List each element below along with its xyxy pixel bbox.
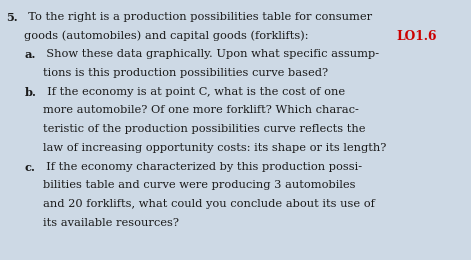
Text: a.: a. [24,49,36,60]
Text: and 20 forklifts, what could you conclude about its use of: and 20 forklifts, what could you conclud… [43,199,375,209]
Text: b.: b. [24,87,36,98]
Text: its available resources?: its available resources? [43,218,179,228]
Text: goods (automobiles) and capital goods (forklifts):: goods (automobiles) and capital goods (f… [24,30,313,41]
Text: Show these data graphically. Upon what specific assump-: Show these data graphically. Upon what s… [39,49,379,59]
Text: 5.: 5. [6,12,17,23]
Text: bilities table and curve were producing 3 automobiles: bilities table and curve were producing … [43,180,356,190]
Text: more automobile? Of one more forklift? Which charac-: more automobile? Of one more forklift? W… [43,106,359,115]
Text: If the economy is at point C, what is the cost of one: If the economy is at point C, what is th… [40,87,345,97]
Text: law of increasing opportunity costs: its shape or its length?: law of increasing opportunity costs: its… [43,143,387,153]
Text: teristic of the production possibilities curve reflects the: teristic of the production possibilities… [43,124,366,134]
Text: LO1.6: LO1.6 [396,30,437,43]
Text: tions is this production possibilities curve based?: tions is this production possibilities c… [43,68,328,78]
Text: To the right is a production possibilities table for consumer: To the right is a production possibiliti… [21,12,372,22]
Text: If the economy characterized by this production possi-: If the economy characterized by this pro… [39,162,362,172]
Text: c.: c. [24,162,35,173]
